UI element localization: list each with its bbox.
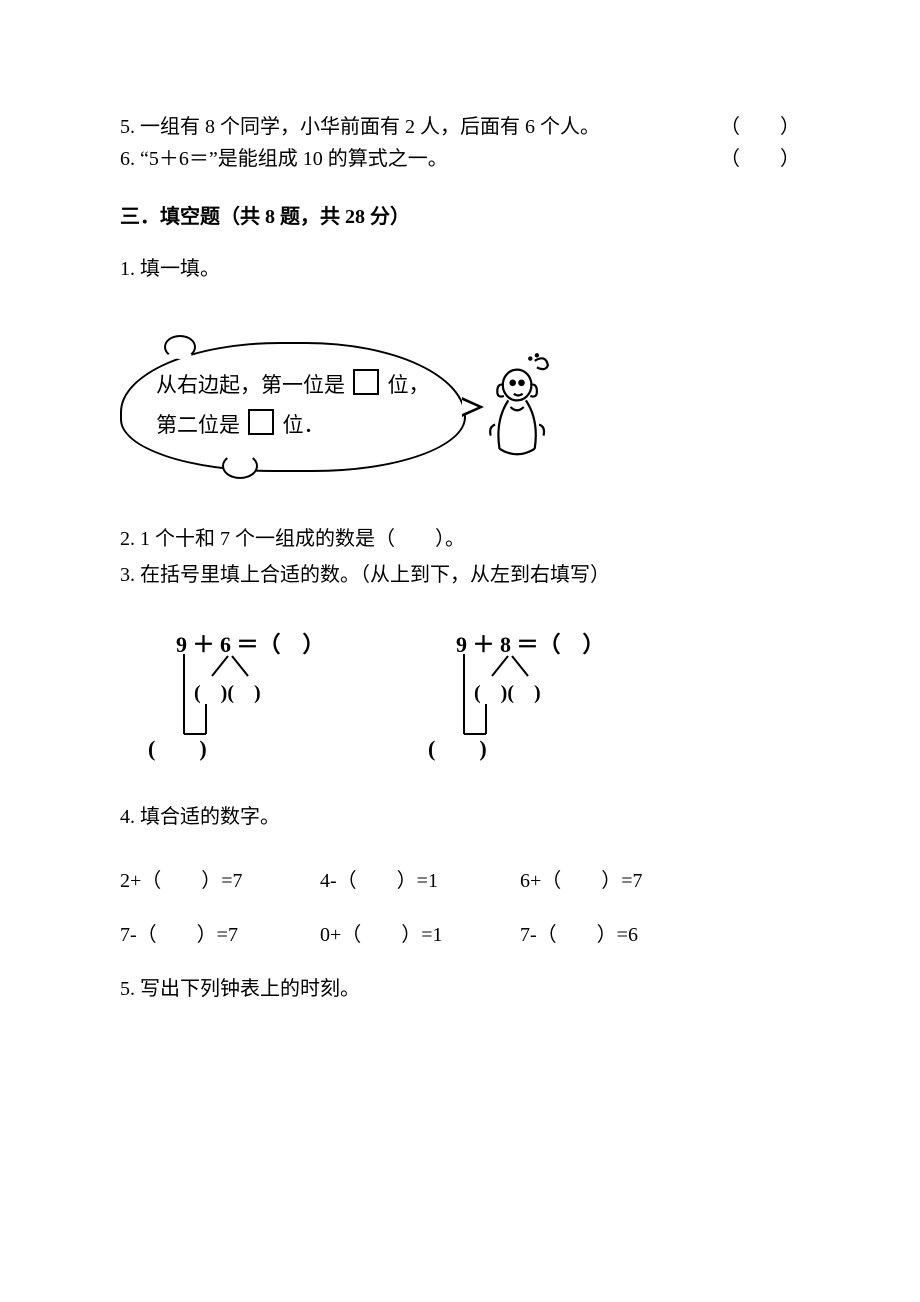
eq-text: 0+（ ）=1 [320, 924, 443, 946]
fill-q4: 4. 填合适的数字。 [120, 802, 800, 832]
fill-q2-label: 2. [120, 528, 135, 550]
eq-cell: 7-（ ）=7 [120, 920, 320, 950]
speech-bubble-figure: 从右边起，第一位是 位， 第二位是 位． [120, 342, 800, 472]
tf-q6-text: 6. “5＋6＝”是能组成 10 的算式之一。 [120, 144, 448, 174]
speech-bubble: 从右边起，第一位是 位， 第二位是 位． [120, 342, 466, 472]
decomp-right-bottom: ( ) [428, 732, 487, 765]
fill-q4-label: 4. [120, 806, 135, 828]
fill-q3-label: 3. [120, 564, 135, 586]
bubble-line-2: 第二位是 位． [156, 406, 430, 446]
eq-text: 6+（ ）=7 [520, 870, 643, 892]
decomposition-figures: 9 ＋ 6 ＝（ ） ( )( ) ( ) 9 ＋ 8 ＝（ ） [150, 628, 800, 758]
eq-text: 4-（ ）=1 [320, 870, 438, 892]
fill-q2: 2. 1 个十和 7 个一组成的数是（ ）。 [120, 524, 800, 554]
bubble-line1a: 从右边起，第一位是 [156, 373, 345, 397]
fill-q1-label: 1. [120, 258, 135, 280]
tf-q6: 6. “5＋6＝”是能组成 10 的算式之一。 （ ） [120, 144, 800, 174]
fill-q4-title: 填合适的数字。 [140, 806, 280, 828]
bubble-line-1: 从右边起，第一位是 位， [156, 366, 430, 406]
page: 5. 一组有 8 个同学，小华前面有 2 人，后面有 6 个人。 （ ） 6. … [0, 0, 920, 1070]
tf-q5-paren: （ ） [720, 112, 800, 142]
tf-q5: 5. 一组有 8 个同学，小华前面有 2 人，后面有 6 个人。 （ ） [120, 112, 800, 142]
eq-cell: 6+（ ）=7 [520, 866, 720, 896]
decomp-right: 9 ＋ 8 ＝（ ） ( )( ) ( ) [430, 628, 620, 758]
fill-q5: 5. 写出下列钟表上的时刻。 [120, 974, 800, 1004]
eq-cell: 7-（ ）=6 [520, 920, 720, 950]
tf-q6-paren: （ ） [720, 144, 800, 174]
section-3-header: 三．填空题（共 8 题，共 28 分） [120, 202, 800, 232]
bubble-line2a: 第二位是 [156, 413, 240, 437]
fill-q4-row-1: 2+（ ）=7 4-（ ）=1 6+（ ）=7 [120, 866, 800, 896]
thinking-person-icon [476, 352, 556, 462]
decomp-left: 9 ＋ 6 ＝（ ） ( )( ) ( ) [150, 628, 340, 758]
fill-q3: 3. 在括号里填上合适的数。（从上到下，从左到右填写） [120, 560, 800, 590]
eq-text: 2+（ ）=7 [120, 870, 243, 892]
eq-text: 7-（ ）=7 [120, 924, 238, 946]
eq-cell: 4-（ ）=1 [320, 866, 520, 896]
fill-q1-text: 填一填。 [140, 258, 220, 280]
decomp-left-mids: ( )( ) [194, 678, 261, 708]
eq-text: 7-（ ）=6 [520, 924, 638, 946]
fill-q3-text: 在括号里填上合适的数。（从上到下，从左到右填写） [140, 564, 610, 586]
bubble-line2b: 位． [283, 413, 325, 437]
fill-q1: 1. 填一填。 [120, 254, 800, 284]
fill-q5-label: 5. [120, 978, 135, 1000]
eq-cell: 2+（ ）=7 [120, 866, 320, 896]
tf-q5-text: 5. 一组有 8 个同学，小华前面有 2 人，后面有 6 个人。 [120, 112, 600, 142]
fill-q2-text: 1 个十和 7 个一组成的数是（ ）。 [140, 528, 465, 550]
blank-box-icon [248, 409, 274, 435]
fill-q5-text: 写出下列钟表上的时刻。 [140, 978, 360, 1000]
bubble-tail-icon [462, 397, 484, 417]
eq-cell: 0+（ ）=1 [320, 920, 520, 950]
decomp-left-bottom: ( ) [148, 732, 207, 765]
decomp-right-mids: ( )( ) [474, 678, 541, 708]
bubble-line1b: 位， [388, 373, 430, 397]
blank-box-icon [353, 369, 379, 395]
fill-q4-row-2: 7-（ ）=7 0+（ ）=1 7-（ ）=6 [120, 920, 800, 950]
